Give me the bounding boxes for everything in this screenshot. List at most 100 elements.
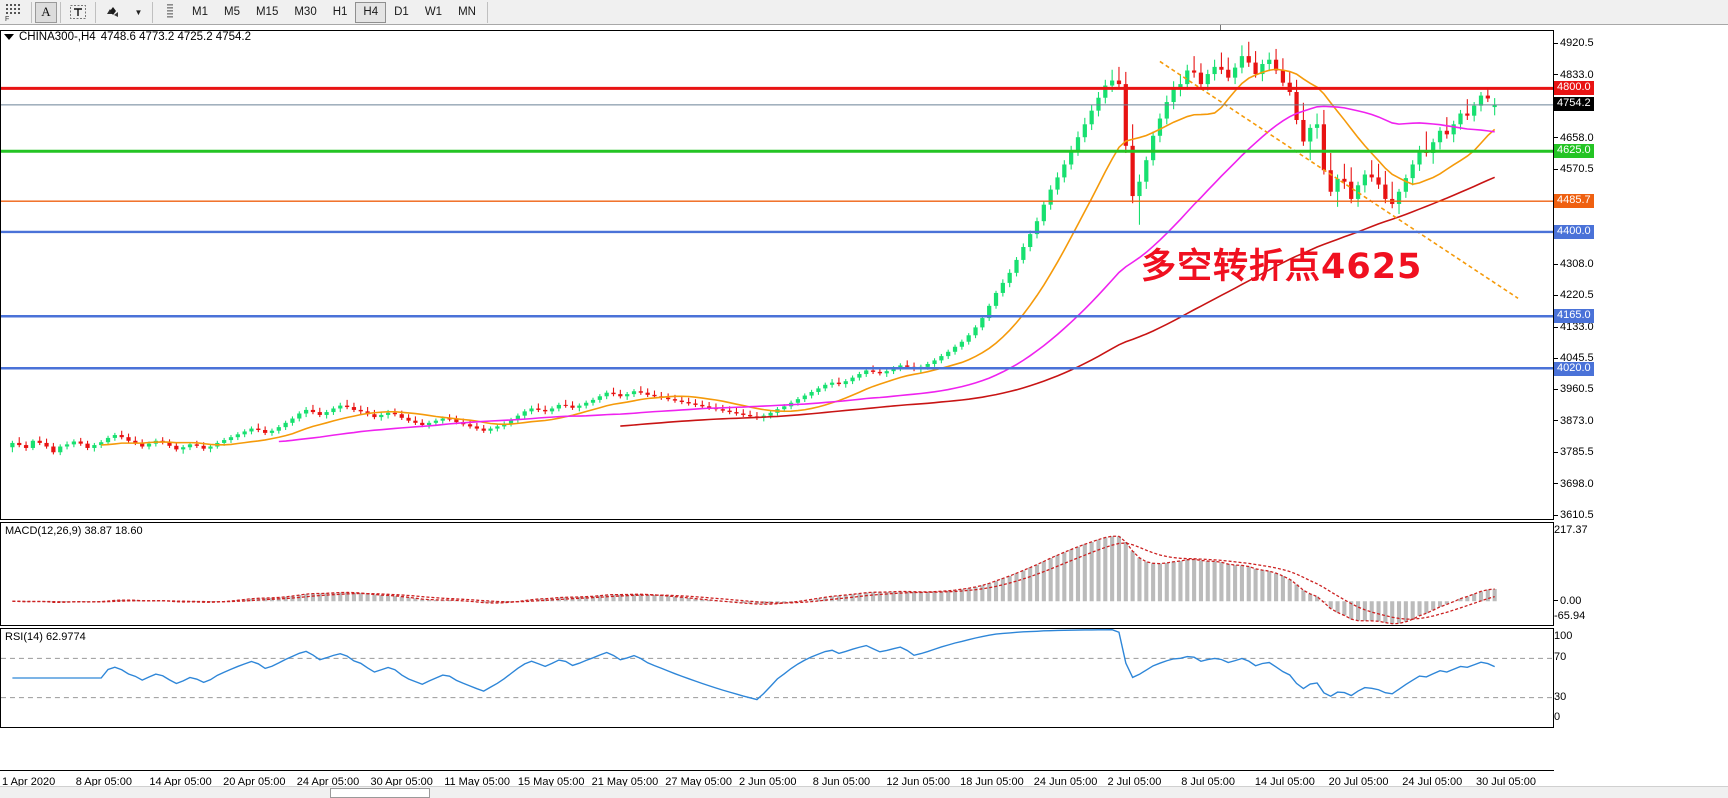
price-tick-4045-5: 4045.5 — [1554, 352, 1594, 365]
time-label-3: 20 Apr 05:00 — [223, 776, 286, 788]
price-panel[interactable]: 多空转折点4625 — [0, 30, 1554, 520]
symbol-label: CHINA300-,H4 — [19, 31, 96, 43]
MA-magenta — [278, 105, 1495, 443]
timeframe-d1[interactable]: D1 — [394, 6, 409, 18]
toolbar-divider-4 — [152, 1, 153, 23]
timeframe-m1[interactable]: M1 — [192, 6, 208, 18]
time-label-15: 2 Jul 05:00 — [1107, 776, 1162, 788]
price-tick-3698-0: 3698.0 — [1554, 478, 1594, 490]
price-axis[interactable]: 4920.54833.04745.54658.04570.54483.04395… — [1554, 30, 1728, 521]
time-label-4: 24 Apr 05:00 — [296, 776, 360, 788]
price-tag-4625[interactable]: 4625.0 — [1554, 143, 1594, 158]
time-label-18: 20 Jul 05:00 — [1328, 776, 1389, 788]
time-label-19: 24 Jul 05:00 — [1402, 776, 1463, 788]
time-label-14: 24 Jun 05:00 — [1033, 776, 1098, 788]
rsi-label: RSI(14) 62.9774 — [5, 631, 86, 643]
price-tag-4020[interactable]: 4020.0 — [1554, 361, 1594, 376]
time-label-20: 30 Jul 05:00 — [1476, 776, 1536, 788]
crosshair-icon-svg: F — [5, 4, 20, 21]
macd-axis: 217.37 0.00 -65.94 — [1554, 522, 1728, 626]
time-axis[interactable]: 1 Apr 2020 8 Apr 05:00 14 Apr 05:00 20 Apr … — [0, 770, 1554, 796]
price-tick-3873-0: 3873.0 — [1554, 415, 1594, 427]
price-tick-4570-5: 4570.5 — [1554, 163, 1594, 175]
crosshair-top-tick — [1220, 25, 1221, 31]
price-tick-3610-5: 3610.5 — [1554, 509, 1594, 521]
toolbar-divider-5 — [486, 1, 488, 23]
macd-signal-line — [12, 542, 1495, 620]
timeframe-w1[interactable]: W1 — [424, 6, 443, 18]
chart-area: CHINA300-,H4 4748.6 4773.2 4725.2 4754.2… — [0, 25, 1728, 798]
time-label-10: 2 Jun 05:00 — [739, 776, 797, 788]
time-label-0: 1 Apr 2020 — [2, 776, 56, 788]
toolbar: F A ▼ — [0, 0, 1728, 25]
timeframe-m30[interactable]: M30 — [294, 6, 317, 18]
time-label-7: 15 May 05:00 — [517, 776, 585, 788]
price-tag-4485[interactable]: 4485.7 — [1554, 193, 1594, 208]
text-tool-button[interactable]: A — [35, 1, 57, 23]
rsi-line — [12, 629, 1495, 701]
price-tag-4800[interactable]: 4800.0 — [1554, 80, 1594, 95]
scrollbar-thumb[interactable] — [330, 788, 430, 798]
price-tick-4833-0: 4833.0 — [1554, 69, 1594, 81]
macd-tick-2: -65.94 — [1554, 610, 1586, 623]
price-levels-group — [1, 86, 1553, 370]
time-label-6: 11 May 05:00 — [444, 776, 511, 788]
MA-red — [620, 176, 1495, 427]
price-tag-4165[interactable]: 4165.0 — [1554, 309, 1594, 324]
time-label-16: 8 Jul 05:00 — [1181, 776, 1236, 788]
rsi-panel[interactable]: RSI(14) 62.9774 — [0, 628, 1554, 728]
price-tick-4920-5: 4920.5 — [1554, 37, 1594, 49]
time-label-2: 14 Apr 05:00 — [149, 776, 212, 788]
macd-plot — [12, 535, 1497, 625]
macd-line-group — [12, 535, 1495, 625]
horizontal-scrollbar[interactable] — [0, 786, 1728, 798]
price-plot — [1, 41, 1553, 456]
timeframe-mn[interactable]: MN — [458, 6, 476, 18]
price-tick-3960-5: 3960.5 — [1554, 383, 1594, 395]
shapes-tool-button[interactable] — [99, 2, 127, 23]
crosshair-icon[interactable]: F — [0, 2, 28, 23]
time-label-17: 14 Jul 05:00 — [1254, 776, 1315, 788]
price-tick-4308-0: 4308.0 — [1554, 258, 1594, 270]
time-label-13: 18 Jun 05:00 — [960, 776, 1024, 788]
text-tool-label: A — [41, 4, 51, 19]
svg-text:F: F — [5, 16, 9, 21]
time-label-1: 8 Apr 05:00 — [75, 776, 132, 788]
rsi-axis: 100 70 30 0 — [1554, 628, 1728, 728]
symbol-ohlc-bar: CHINA300-,H4 4748.6 4773.2 4725.2 4754.2 — [4, 31, 251, 43]
timeframes-grip[interactable] — [156, 2, 184, 23]
text-label-tool-button[interactable] — [64, 2, 92, 23]
price-tick-4220-5: 4220.5 — [1554, 289, 1594, 302]
rsi-tick-100: 100 — [1554, 630, 1573, 643]
price-tag-last[interactable]: 4754.2 — [1554, 97, 1594, 112]
time-label-5: 30 Apr 05:00 — [370, 776, 433, 788]
macd-line — [12, 535, 1495, 625]
timeframe-h4[interactable]: H4 — [355, 1, 387, 23]
trendline-descending — [1159, 60, 1519, 299]
price-tick-4658-0: 4658.0 — [1554, 132, 1594, 144]
timeframe-h1[interactable]: H1 — [332, 6, 348, 18]
rsi-tick-30: 30 — [1554, 691, 1567, 704]
rsi-line-group — [12, 629, 1495, 701]
chart-annotation-text: 多空转折点4625 — [1141, 246, 1423, 287]
ohlc-values: 4748.6 4773.2 4725.2 4754.2 — [100, 31, 251, 43]
moving-averages-group — [101, 60, 1519, 446]
text-box-icon — [70, 5, 86, 19]
price-tick-3785-5: 3785.5 — [1554, 446, 1594, 458]
toolbar-divider-3 — [95, 1, 96, 23]
timeframe-m5[interactable]: M5 — [223, 6, 240, 18]
macd-panel[interactable]: MACD(12,26,9) 38.87 18.60 — [0, 522, 1554, 626]
rsi-tick-0: 0 — [1554, 711, 1561, 724]
timeframe-m15[interactable]: M15 — [255, 6, 279, 18]
collapse-triangle-icon[interactable] — [4, 34, 14, 40]
shapes-dropdown-button[interactable]: ▼ — [127, 2, 149, 23]
price-tick-4133-0: 4133.0 — [1554, 321, 1594, 333]
shapes-icon — [107, 7, 118, 17]
grip-icon — [167, 4, 173, 18]
price-tag-4400[interactable]: 4400.0 — [1554, 224, 1594, 239]
rsi-plot — [1, 629, 1553, 701]
macd-tick-1: 0.00 — [1554, 595, 1581, 607]
macd-histogram-group — [17, 536, 1497, 624]
time-label-9: 27 May 05:00 — [665, 776, 732, 788]
